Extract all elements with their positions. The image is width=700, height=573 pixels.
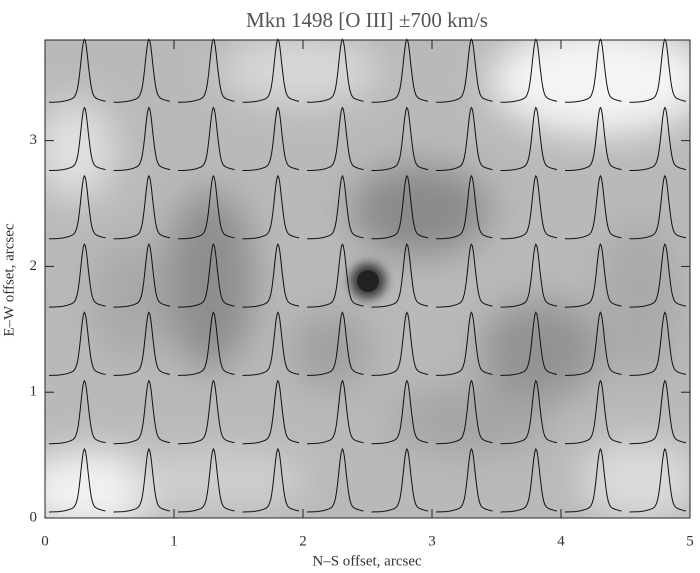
spectrum-profile — [113, 106, 171, 171]
spectrum-profile — [371, 311, 429, 376]
y-tick-label: 2 — [30, 258, 38, 274]
spectrum-profile — [565, 243, 622, 308]
spectrum-profile — [500, 106, 558, 171]
spectrum-profile — [371, 243, 429, 308]
spectrum-profile — [242, 311, 300, 376]
spectra-grid — [48, 38, 687, 513]
spectrum-profile — [49, 311, 106, 376]
chart-title: Mkn 1498 [O III] ±700 km/s — [246, 8, 488, 32]
spectrum-profile — [500, 38, 558, 103]
spectrum-profile — [500, 311, 558, 376]
spectrum-profile — [629, 38, 687, 103]
spectrum-profile — [113, 243, 171, 308]
spectrum-profile — [436, 447, 493, 513]
spectrum-profile — [629, 447, 687, 513]
spectrum-profile — [629, 243, 687, 308]
spectrum-profile — [49, 106, 106, 171]
spectrum-profile — [178, 243, 235, 308]
spectrum-profile — [500, 379, 558, 445]
y-tick-label: 0 — [30, 509, 38, 525]
spectrum-profile — [629, 311, 687, 376]
spectrum-profile — [242, 379, 300, 445]
spectrum-profile — [306, 38, 364, 103]
intensity-map — [45, 40, 690, 518]
spectrum-profile — [178, 106, 235, 171]
x-tick-label: 3 — [428, 533, 436, 549]
spectrum-profile — [307, 106, 364, 171]
spectrum-profile — [242, 243, 300, 308]
spectrum-profile — [565, 447, 622, 513]
x-tick-label: 4 — [557, 533, 565, 549]
spectrum-profile — [178, 174, 235, 240]
spectrum-profile — [371, 106, 429, 171]
spectrum-profile — [371, 174, 429, 240]
spectrum-profile — [435, 38, 493, 103]
spectrum-profile — [565, 379, 622, 445]
spectrum-profile — [113, 447, 171, 513]
spectrum-profile — [49, 379, 106, 445]
spectrum-profile — [48, 38, 106, 103]
plot-frame — [44, 39, 691, 519]
x-tick-label: 5 — [686, 533, 694, 549]
spectrum-profile — [371, 38, 429, 103]
spectrum-profile — [242, 38, 300, 103]
spectrum-profile — [307, 447, 364, 513]
spectrum-profile — [242, 106, 300, 171]
spectrum-profile — [436, 174, 493, 240]
spectrum-profile — [371, 379, 429, 445]
x-tick-label: 0 — [41, 533, 49, 549]
spectrum-profile — [113, 379, 171, 445]
x-tick-label: 2 — [299, 533, 307, 549]
spectrum-profile — [565, 311, 622, 376]
spectrum-profile — [565, 106, 622, 171]
spectrum-profile — [500, 447, 558, 513]
spectrum-profile — [500, 174, 558, 240]
spectrum-profile — [113, 174, 171, 240]
spectrum-profile — [371, 447, 429, 513]
spectrum-profile — [629, 379, 687, 445]
spectrum-profile — [500, 243, 558, 308]
spectrum-profile — [49, 243, 106, 308]
spectrum-profile — [178, 379, 235, 445]
spectrum-profile — [242, 447, 300, 513]
spectrum-profile — [113, 311, 171, 376]
spectrum-profile — [629, 174, 687, 240]
spectrum-profile — [307, 174, 364, 240]
spectrum-profile — [307, 311, 364, 376]
y-tick-label: 1 — [30, 384, 38, 400]
spectrum-profile — [113, 38, 171, 103]
spectrum-profile — [49, 447, 106, 513]
spectrum-profile — [242, 174, 300, 240]
spectrum-profile — [436, 379, 493, 445]
spectrum-profile — [436, 106, 493, 171]
spectrum-profile — [436, 243, 493, 308]
spectrum-profile — [178, 447, 235, 513]
x-axis-label: N–S offset, arcsec — [312, 553, 422, 569]
y-tick-label: 3 — [30, 132, 38, 148]
x-tick-label: 1 — [170, 533, 178, 549]
spectrum-profile — [629, 106, 687, 171]
spectrum-profile — [178, 311, 235, 376]
y-axis-label: E–W offset, arcsec — [1, 223, 17, 336]
spectrum-profile — [564, 38, 622, 103]
spectrum-profile — [436, 311, 493, 376]
spectrum-profile — [307, 379, 364, 445]
spectrum-profile — [565, 174, 622, 240]
spectrum-profile — [177, 38, 235, 103]
spectrum-profile — [49, 174, 106, 240]
spectrum-profile — [307, 243, 364, 308]
